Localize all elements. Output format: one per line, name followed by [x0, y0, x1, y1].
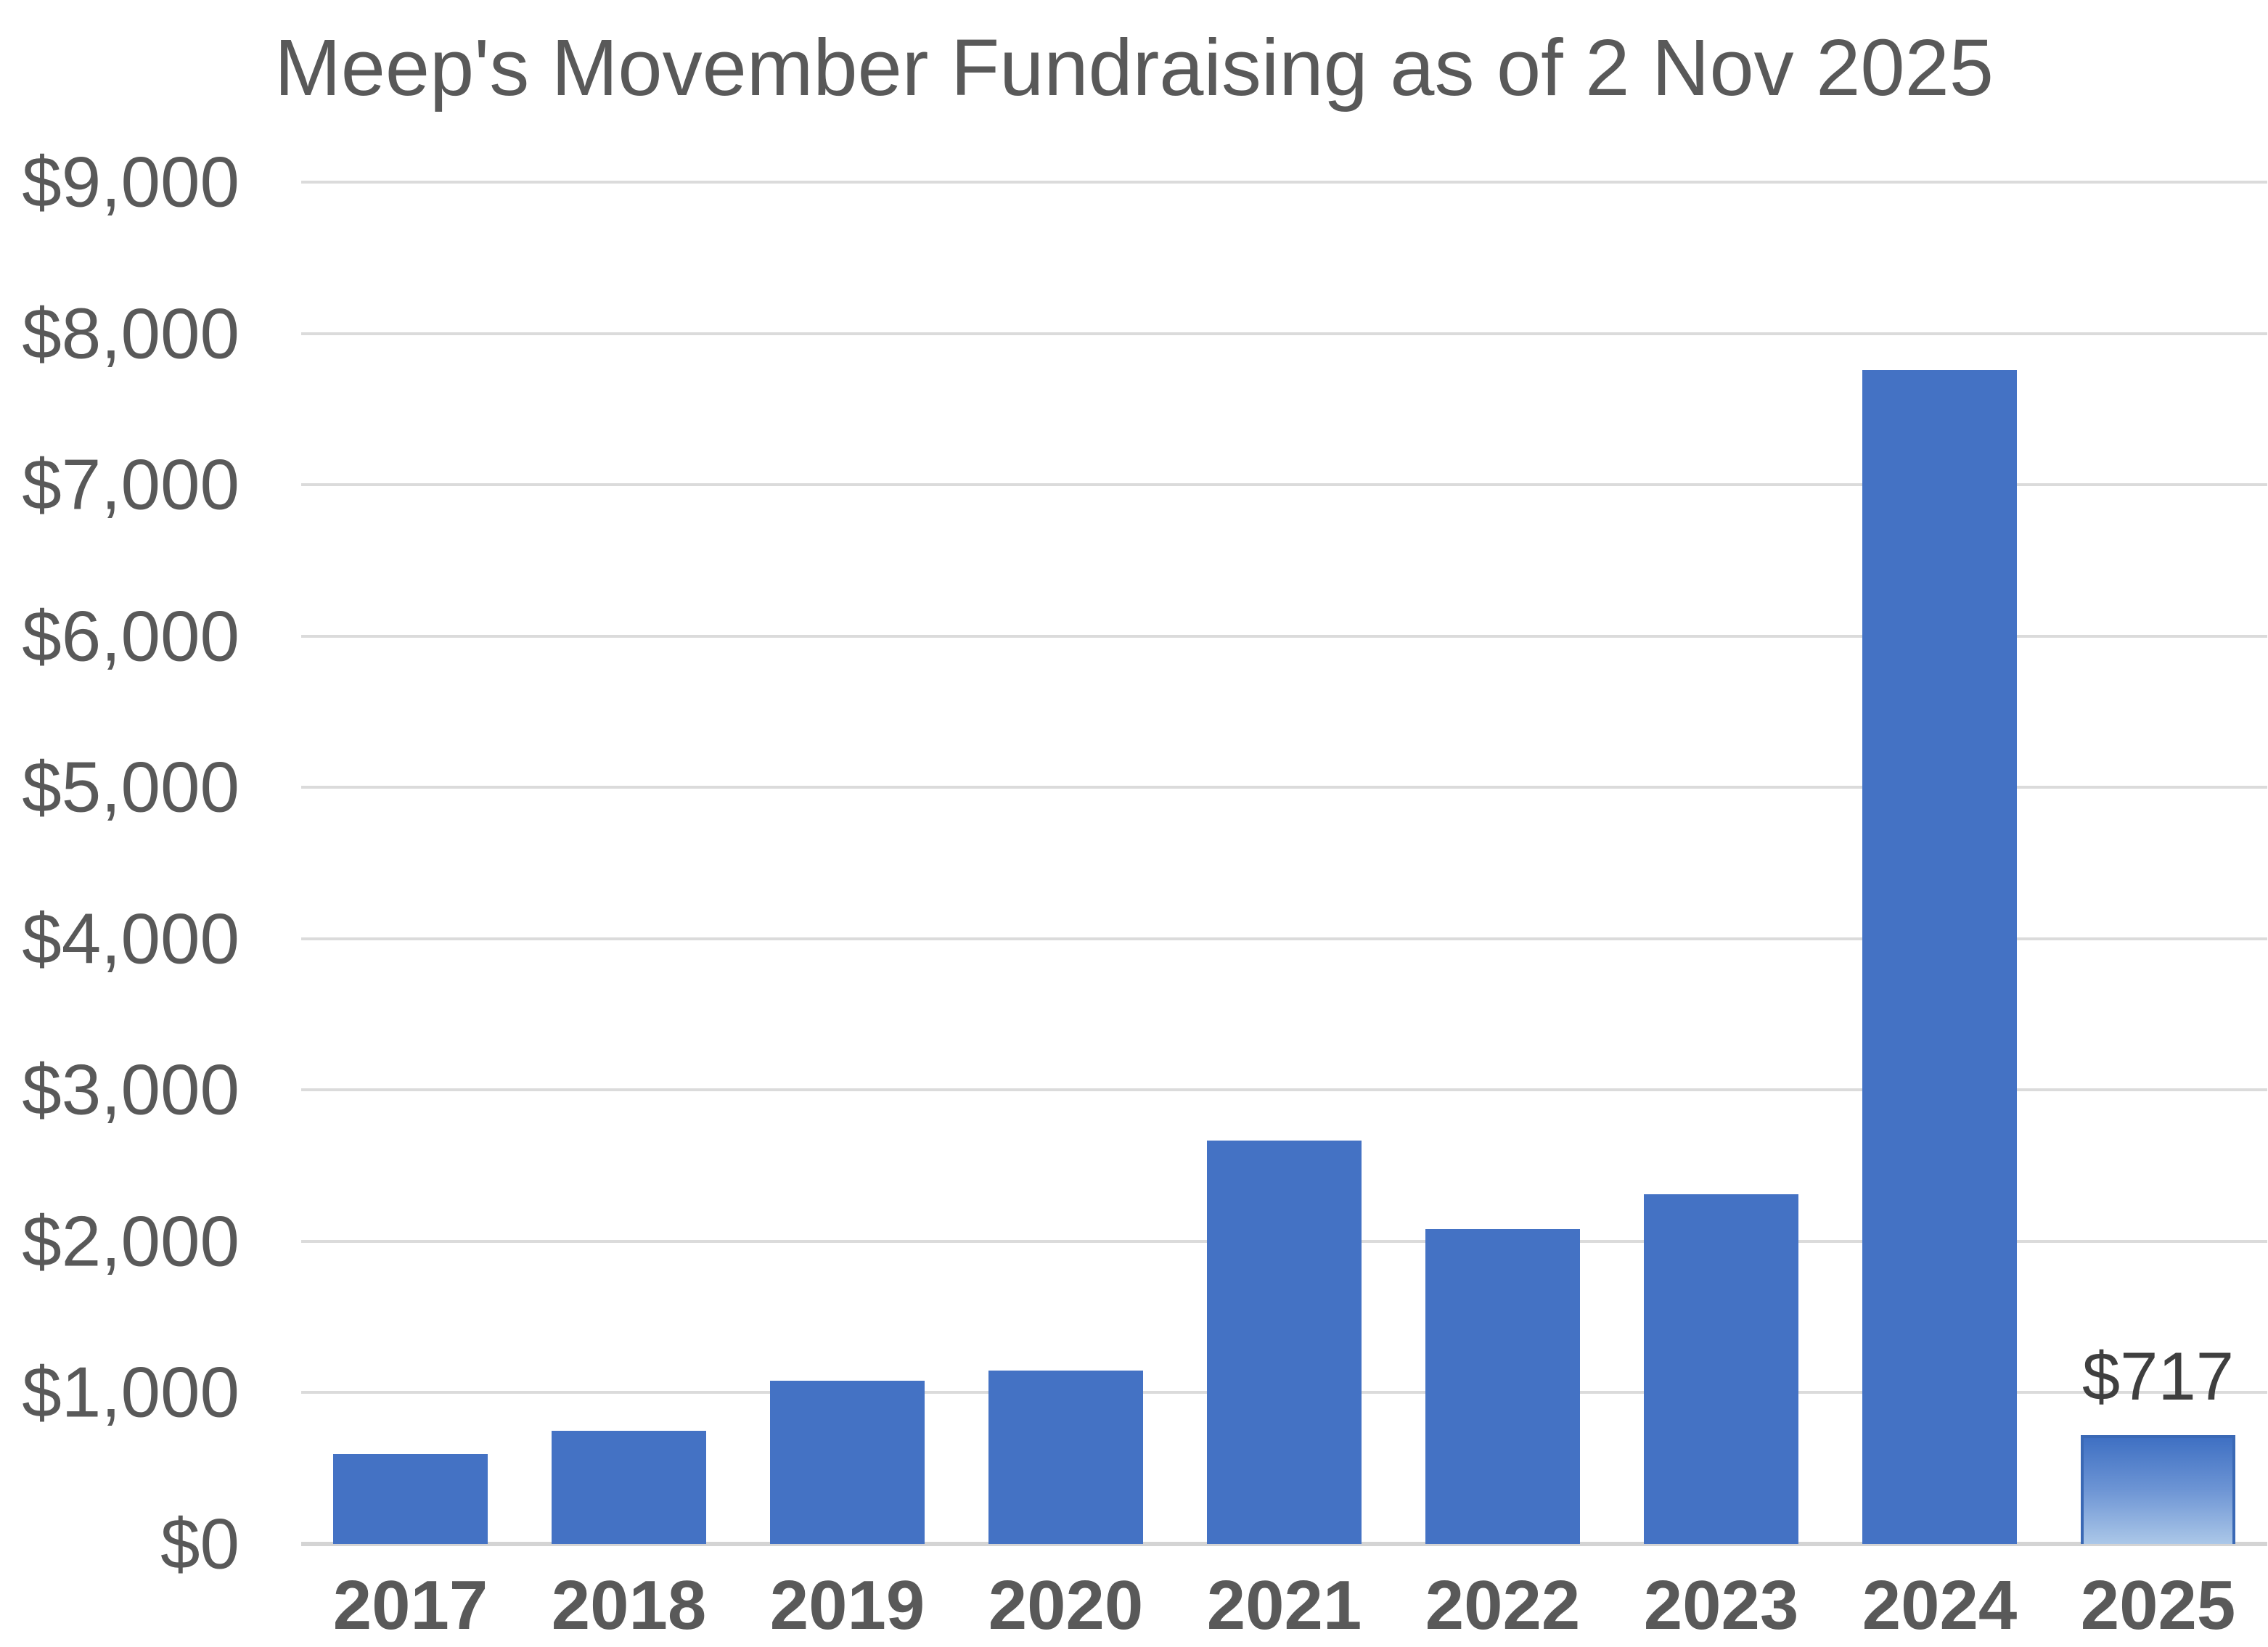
bar-2019 [769, 1380, 925, 1544]
gridline-3000 [301, 1088, 2267, 1092]
bar-2018 [551, 1430, 707, 1544]
bar-2023 [1643, 1194, 1799, 1544]
x-axis-label-2017: 2017 [332, 1566, 488, 1644]
gridline-6000 [301, 634, 2267, 638]
y-axis-label-3000: $3,000 [22, 1049, 240, 1130]
gridline-8000 [301, 332, 2267, 335]
chart-title: Meep's Movember Fundraising as of 2 Nov … [274, 23, 1994, 112]
bars-layer: $717 [301, 182, 2267, 1544]
y-axis-label-8000: $8,000 [22, 293, 240, 374]
category-slot-2018 [520, 182, 738, 1544]
gridline-9000 [301, 181, 2267, 184]
plot-area: $717 [301, 181, 2267, 1546]
y-axis-label-5000: $5,000 [22, 747, 240, 827]
y-axis-label-1000: $1,000 [22, 1352, 240, 1432]
x-axis-label-2025: 2025 [2080, 1566, 2236, 1644]
x-axis-label-2022: 2022 [1425, 1566, 1581, 1644]
category-slot-2025: $717 [2049, 182, 2267, 1544]
y-axis-label-9000: $9,000 [22, 141, 240, 222]
bar-2024 [1862, 369, 2018, 1544]
bar-2021 [1206, 1141, 1362, 1544]
gridline-5000 [301, 786, 2267, 789]
bar-2020 [988, 1371, 1144, 1544]
y-axis-label-0: $0 [160, 1503, 240, 1584]
gridline-7000 [301, 483, 2267, 487]
y-axis-label-6000: $6,000 [22, 596, 240, 676]
bar-2025 [2080, 1435, 2236, 1544]
category-slot-2020 [957, 182, 1175, 1544]
category-slot-2024 [1830, 182, 2049, 1544]
x-axis-label-2023: 2023 [1643, 1566, 1799, 1644]
x-axis-label-2019: 2019 [769, 1566, 925, 1644]
y-axis-label-2000: $2,000 [22, 1201, 240, 1281]
y-axis-label-4000: $4,000 [22, 898, 240, 979]
category-slot-2019 [738, 182, 957, 1544]
bar-2017 [332, 1453, 488, 1544]
category-slot-2023 [1612, 182, 1830, 1544]
category-slot-2017 [301, 182, 520, 1544]
category-slot-2022 [1393, 182, 1612, 1544]
x-axis-label-2018: 2018 [551, 1566, 707, 1644]
gridline-4000 [301, 937, 2267, 940]
category-slot-2021 [1175, 182, 1393, 1544]
x-axis-label-2024: 2024 [1862, 1566, 2018, 1644]
y-axis-label-7000: $7,000 [22, 444, 240, 525]
gridline-0 [301, 1542, 2267, 1546]
data-label-2025: $717 [2081, 1338, 2235, 1415]
x-axis: 2017 2018 2019 2020 2021 2022 2023 2024 2025 [301, 1566, 2267, 1647]
x-axis-label-2021: 2021 [1206, 1566, 1362, 1644]
x-axis-label-2020: 2020 [988, 1566, 1144, 1644]
bar-2022 [1425, 1229, 1581, 1544]
